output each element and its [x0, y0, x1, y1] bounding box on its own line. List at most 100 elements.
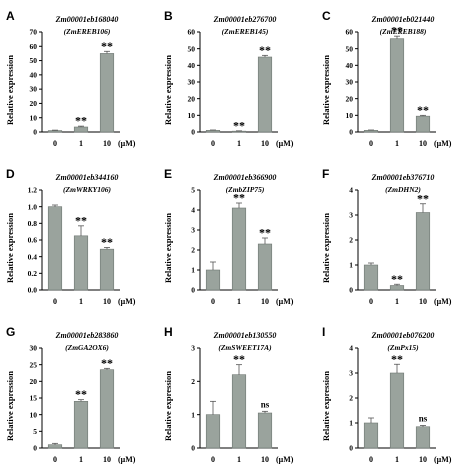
y-tick-label: 4 [349, 186, 353, 195]
bar [363, 130, 379, 133]
gene-title: Zm00001eb130550 [213, 331, 277, 340]
x-unit-label: (μM) [276, 139, 294, 148]
gene-subtitle: (ZmEREB145) [222, 27, 269, 36]
x-tick-label: 1 [395, 139, 399, 148]
gene-title: Zm00001eb366900 [213, 173, 277, 182]
bar [99, 248, 115, 291]
bar [257, 243, 273, 291]
significance-label: ns [261, 399, 270, 409]
x-tick-label: 0 [53, 455, 57, 464]
x-tick-label: 10 [419, 297, 427, 306]
x-unit-label: (μM) [434, 297, 452, 306]
plot-area: 0 5 10 15 20 25 30 0 ** 1 ** 10 (μM) [30, 344, 136, 464]
y-tick-label: 2 [349, 236, 353, 245]
plot-area: 0 1 2 3 4 0 ** 1 ns 10 (μM) [349, 344, 452, 464]
plot-area: 0.0 0.2 0.4 0.6 0.8 1.0 1.2 0 ** 1 ** 10 (μM) [28, 186, 136, 306]
y-axis-label: Relative expression [163, 213, 173, 283]
y-tick-label: 0.2 [28, 269, 38, 278]
panel-h: H Zm00001eb130550 (ZmSWEET17A) Relative … [163, 325, 294, 464]
panel-a: A Zm00001eb168040 (ZmEREB106) Relative e… [5, 9, 136, 148]
y-tick-label: 0.4 [28, 252, 38, 261]
gene-subtitle: (ZmDHN2) [385, 185, 421, 194]
significance-label: ** [391, 24, 403, 38]
x-unit-label: (μM) [276, 455, 294, 464]
y-axis-label: Relative expression [321, 213, 331, 283]
bar [205, 130, 221, 133]
y-tick-label: 1 [191, 266, 195, 275]
significance-label: ** [75, 213, 87, 227]
x-tick-label: 10 [261, 455, 269, 464]
x-unit-label: (μM) [118, 297, 136, 306]
x-tick-label: 1 [237, 139, 241, 148]
y-tick-label: 0 [349, 128, 353, 137]
x-tick-label: 1 [79, 297, 83, 306]
y-tick-label: 0 [33, 444, 37, 453]
gene-title: Zm00001eb344160 [55, 173, 119, 182]
x-tick-label: 1 [237, 455, 241, 464]
x-tick-label: 1 [395, 297, 399, 306]
gene-subtitle: (ZmbZIP75) [226, 185, 265, 194]
bar [73, 235, 89, 291]
y-tick-label: 0 [191, 286, 195, 295]
x-tick-label: 0 [53, 297, 57, 306]
y-tick-label: 60 [188, 28, 196, 37]
bar [73, 401, 89, 449]
gene-title: Zm00001eb276700 [213, 15, 277, 24]
panel-e: E Zm00001eb366900 (ZmbZIP75) Relative ex… [163, 167, 294, 306]
bar [231, 207, 247, 291]
y-axis-label: Relative expression [163, 55, 173, 125]
y-tick-label: 1 [191, 410, 195, 419]
significance-label: ** [417, 103, 429, 117]
y-axis-label: Relative expression [5, 55, 15, 125]
panel-f: F Zm00001eb376710 (ZmDHN2) Relative expr… [321, 167, 452, 306]
significance-label: ** [101, 235, 113, 249]
y-tick-label: 0 [191, 444, 195, 453]
bar [415, 115, 431, 133]
y-tick-label: 40 [346, 61, 354, 70]
significance-label: ** [391, 272, 403, 286]
y-tick-label: 70 [30, 28, 38, 37]
x-tick-label: 0 [369, 297, 373, 306]
panel-b: B Zm00001eb276700 (ZmEREB145) Relative e… [163, 9, 294, 148]
panel-i: I Zm00001eb076200 (ZmPx15) Relative expr… [321, 325, 452, 464]
plot-area: 0 10 20 30 40 50 60 0 ** 1 ** 10 (μM) [346, 24, 452, 148]
gene-subtitle: (ZmEREB188) [380, 27, 427, 36]
y-tick-label: 2 [191, 377, 195, 386]
significance-label: ** [233, 118, 245, 132]
y-axis-label: Relative expression [5, 371, 15, 441]
y-tick-label: 0.0 [28, 286, 38, 295]
x-tick-label: 0 [211, 139, 215, 148]
x-tick-label: 1 [79, 455, 83, 464]
x-unit-label: (μM) [276, 297, 294, 306]
significance-label: ** [391, 352, 403, 366]
y-tick-label: 30 [188, 78, 196, 87]
gene-subtitle: (ZmPx15) [387, 343, 419, 352]
x-tick-label: 10 [103, 297, 111, 306]
y-tick-label: 0 [191, 128, 195, 137]
y-tick-label: 15 [30, 394, 38, 403]
significance-label: ** [75, 114, 87, 128]
x-tick-label: 0 [211, 297, 215, 306]
y-tick-label: 40 [30, 70, 38, 79]
plot-area: 0 10 20 30 40 50 60 70 0 ** 1 ** 10 (μM) [30, 28, 136, 148]
plot-area: 0 1 2 3 4 5 0 ** 1 ** 10 (μM) [191, 186, 294, 306]
y-tick-label: 60 [346, 28, 354, 37]
x-tick-label: 0 [53, 139, 57, 148]
y-tick-label: 3 [191, 344, 195, 353]
gene-subtitle: (ZmSWEET17A) [218, 343, 272, 352]
y-tick-label: 20 [346, 94, 354, 103]
y-tick-label: 1 [349, 261, 353, 270]
y-tick-label: 50 [188, 44, 196, 53]
bar [231, 374, 247, 449]
bar [99, 53, 115, 133]
x-tick-label: 1 [237, 297, 241, 306]
panel-d: D Zm00001eb344160 (ZmWRKY106) Relative e… [5, 167, 136, 306]
gene-subtitle: (ZmGA2OX6) [65, 343, 109, 352]
panel-letter: E [164, 167, 172, 181]
y-tick-label: 1.2 [28, 186, 38, 195]
bar [99, 369, 115, 449]
x-tick-label: 0 [211, 455, 215, 464]
y-tick-label: 10 [30, 113, 38, 122]
y-tick-label: 4 [191, 206, 195, 215]
significance-label: ** [233, 191, 245, 205]
